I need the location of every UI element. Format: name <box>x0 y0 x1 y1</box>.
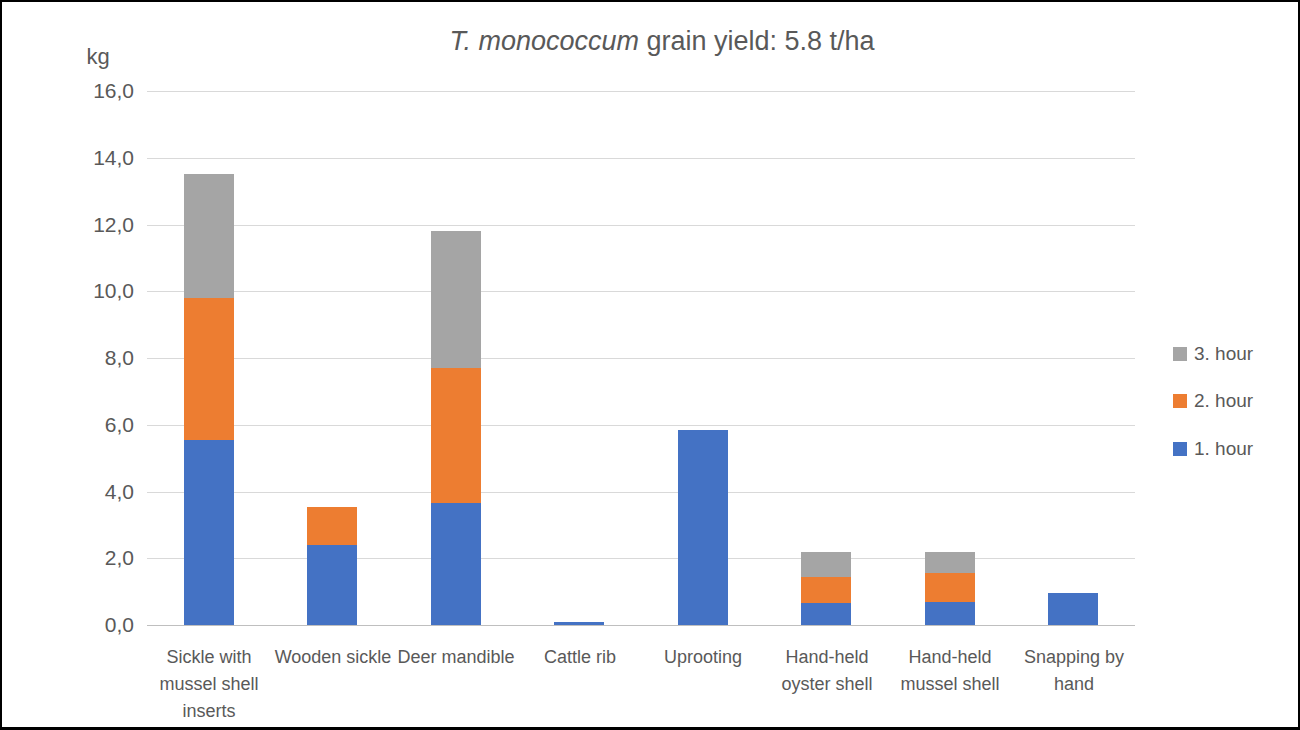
x-axis-category-label: Cattle rib <box>518 644 642 671</box>
bar-segment-2-hour <box>184 298 234 440</box>
gridline <box>147 558 1135 559</box>
legend-item-1-hour: 1. hour <box>1173 436 1253 462</box>
y-axis-tick-label: 16,0 <box>32 78 134 104</box>
bar-segment-3-hour <box>925 552 975 574</box>
x-axis-category-label: Snapping by hand <box>1012 644 1136 698</box>
legend-label: 3. hour <box>1194 343 1253 365</box>
x-axis-category-label: Deer mandible <box>394 644 518 671</box>
bar-segment-3-hour <box>431 231 481 368</box>
bar-segment-1-hour <box>307 545 357 625</box>
chart-title: T. monococcum grain yield: 5.8 t/ha <box>147 26 1177 57</box>
bar-segment-3-hour <box>184 174 234 297</box>
gridline <box>147 492 1135 493</box>
legend-swatch-icon <box>1173 347 1187 361</box>
gridline <box>147 225 1135 226</box>
gridline <box>147 291 1135 292</box>
bar-segment-1-hour <box>678 430 728 625</box>
gridline <box>147 91 1135 92</box>
chart-frame: T. monococcum grain yield: 5.8 t/ha kg 0… <box>0 0 1300 730</box>
bar-segment-1-hour <box>184 440 234 625</box>
y-axis-tick-label: 4,0 <box>32 479 134 505</box>
bar-segment-2-hour <box>431 368 481 503</box>
chart-title-rest: grain yield: 5.8 t/ha <box>639 26 875 56</box>
bar-segment-2-hour <box>307 507 357 545</box>
gridline <box>147 425 1135 426</box>
bar-segment-1-hour <box>925 602 975 625</box>
x-axis-category-label: Wooden sickle <box>271 644 395 671</box>
chart-title-species: T. monococcum <box>449 26 639 56</box>
x-axis-category-label: Hand-held oyster shell <box>765 644 889 698</box>
bar-segment-3-hour <box>801 552 851 577</box>
gridline <box>147 358 1135 359</box>
bar-segment-1-hour <box>554 622 604 625</box>
y-axis-tick-label: 14,0 <box>32 145 134 171</box>
legend-label: 1. hour <box>1194 438 1253 460</box>
legend-item-3-hour: 3. hour <box>1173 341 1253 367</box>
x-axis-category-label: Uprooting <box>641 644 765 671</box>
bar-segment-1-hour <box>801 603 851 625</box>
bar-segment-2-hour <box>801 577 851 604</box>
legend-item-2-hour: 2. hour <box>1173 388 1253 414</box>
y-axis-tick-label: 12,0 <box>32 212 134 238</box>
bar-segment-1-hour <box>431 503 481 625</box>
legend-swatch-icon <box>1173 442 1187 456</box>
legend-swatch-icon <box>1173 394 1187 408</box>
y-axis-tick-label: 2,0 <box>32 545 134 571</box>
gridline <box>147 158 1135 159</box>
bar-segment-2-hour <box>925 573 975 601</box>
x-axis-category-label: Sickle with mussel shell inserts <box>147 644 271 725</box>
y-axis-tick-label: 8,0 <box>32 345 134 371</box>
x-axis-category-label: Hand-held mussel shell <box>888 644 1012 698</box>
bar-segment-1-hour <box>1048 593 1098 625</box>
y-axis-tick-label: 0,0 <box>32 612 134 638</box>
y-axis-unit-label: kg <box>62 44 134 70</box>
x-axis-line <box>147 625 1135 626</box>
legend-label: 2. hour <box>1194 390 1253 412</box>
y-axis-tick-label: 6,0 <box>32 412 134 438</box>
y-axis-tick-label: 10,0 <box>32 278 134 304</box>
